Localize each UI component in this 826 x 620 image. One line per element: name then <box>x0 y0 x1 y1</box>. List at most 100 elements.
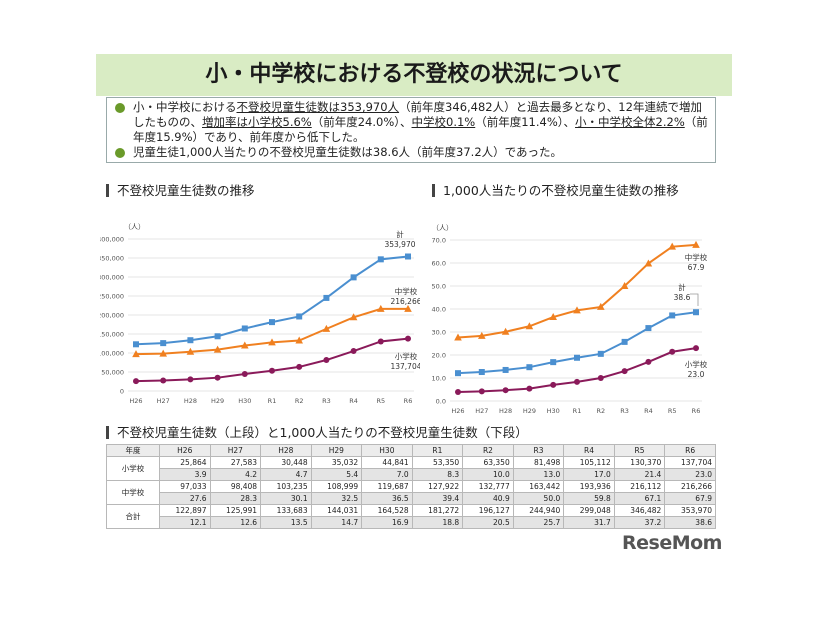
table-cell-count: 181,272 <box>411 504 464 517</box>
series-label-value: 67.9 <box>688 263 705 272</box>
table-cell-count: 108,999 <box>310 480 363 493</box>
data-point <box>132 350 140 358</box>
y-axis-unit: （人） <box>432 224 453 232</box>
data-point <box>502 387 509 394</box>
data-point <box>349 313 358 321</box>
section-heading-text: 1,000人当たりの不登校児童生徒数の推移 <box>443 183 679 198</box>
x-tick-label: H30 <box>547 407 560 415</box>
summary-fragment: （前年度11.4%）、 <box>475 115 576 129</box>
chart-rates: 0.0 10.0 20.0 30.0 40.0 50.0 60.0 70.0 （人） H26 H27… <box>432 224 708 415</box>
table-cell-rate: 21.4 <box>613 468 666 481</box>
table-cell-count: 130,370 <box>613 456 666 469</box>
series-label-name: 中学校 <box>395 286 418 296</box>
summary-fragment: （前年度346,482人）と過去最多となり、12年連続で増加したものの、 <box>133 100 702 129</box>
table-cell-rate: 38.6 <box>664 516 716 529</box>
table-header-cell: R1 <box>411 444 464 457</box>
data-point <box>550 381 557 388</box>
data-table: 年度 H26 H27 H28 H29 H30 R1 R2 R3 R4 R5 R6 小学校 25,864 27… <box>106 444 716 529</box>
table-cell-rate: 59.8 <box>563 492 615 505</box>
data-point <box>377 304 385 312</box>
table-header-cell: H30 <box>361 444 413 457</box>
table-header-cell: R3 <box>512 444 565 457</box>
data-point <box>296 363 303 370</box>
x-tick-label: H26 <box>451 407 464 415</box>
x-tick-label: R6 <box>404 397 413 405</box>
table-cell-rate: 4.7 <box>260 468 312 481</box>
table-cell-count: 353,970 <box>664 504 716 517</box>
x-tick-label: R3 <box>322 397 331 405</box>
x-tick-label: H29 <box>523 407 536 415</box>
data-point <box>159 349 167 357</box>
table-cell-rate: 27.6 <box>159 492 211 505</box>
table-cell-rate: 25.7 <box>512 516 565 529</box>
y-tick-label: 100,000 <box>100 350 124 358</box>
table-cell-count: 125,991 <box>209 504 262 517</box>
table-cell-rate: 67.9 <box>664 492 716 505</box>
y-tick-label: 200,000 <box>100 312 124 320</box>
section-heading-text: 不登校児童生徒数（上段）と1,000人当たりの不登校児童生徒数（下段） <box>117 425 528 440</box>
x-tick-label: R2 <box>596 407 605 415</box>
data-point <box>525 322 534 330</box>
data-point <box>187 376 194 383</box>
data-point <box>478 388 485 395</box>
x-tick-label: R4 <box>349 397 358 405</box>
series-label-name: 中学校 <box>685 252 708 262</box>
table-cell-count: 27,583 <box>209 456 262 469</box>
logo-text: ReseMom <box>622 532 722 554</box>
x-tick-label: R5 <box>376 397 385 405</box>
x-tick-label: R3 <box>620 407 629 415</box>
data-point <box>214 374 221 381</box>
summary-fragment: 小・中学校における <box>133 100 237 114</box>
bullet-icon <box>115 103 125 113</box>
data-point <box>597 302 605 310</box>
data-point <box>295 336 303 344</box>
y-tick-label: 250,000 <box>100 293 124 301</box>
table-cell-count: 132,777 <box>462 480 514 493</box>
summary-fragment: （前年度15.9%）であり、前年度から低下した。 <box>133 115 708 144</box>
data-point <box>405 335 411 342</box>
summary-fragment: 中学校0.1% <box>411 115 476 129</box>
table-cell-count: 163,442 <box>512 480 565 493</box>
table-cell-count: 25,864 <box>159 456 211 469</box>
bullet-icon <box>115 148 125 158</box>
x-tick-label: H30 <box>238 397 251 405</box>
table-cell-count: 216,266 <box>664 480 716 493</box>
x-tick-label: R5 <box>668 407 677 415</box>
data-point <box>133 378 139 385</box>
table-header-cell: R5 <box>613 444 666 457</box>
table-cell-count: 35,032 <box>310 456 363 469</box>
table-cell-rate: 32.5 <box>310 492 363 505</box>
series-line-total <box>135 255 409 346</box>
data-point <box>455 389 461 396</box>
table-header-cell: H28 <box>260 444 312 457</box>
section-heading-rates: 1,000人当たりの不登校児童生徒数の推移 <box>432 180 679 199</box>
y-tick-label: 0 <box>120 388 124 396</box>
table-row: 3.9 4.2 4.7 5.4 7.0 8.3 10.0 13.0 17.0 21.4 23.0 <box>107 468 716 481</box>
y-tick-label: 20.0 <box>432 352 446 360</box>
data-point <box>404 304 412 312</box>
x-tick-label: H27 <box>157 397 170 405</box>
table-row-label: 中学校 <box>106 480 160 505</box>
data-point <box>574 378 580 385</box>
data-point <box>213 345 222 353</box>
data-point <box>549 313 557 321</box>
data-point <box>526 364 533 371</box>
label-leader-line <box>690 293 699 306</box>
table-cell-count: 216,112 <box>613 480 666 493</box>
table-header-row: 年度 H26 H27 H28 H29 H30 R1 R2 R3 R4 R5 R6 <box>106 444 716 457</box>
heading-bar-icon <box>106 184 109 197</box>
table-header-cell: R6 <box>664 444 716 457</box>
data-point <box>550 359 557 366</box>
data-point <box>621 368 628 375</box>
summary-text-1: 小・中学校における不登校児童生徒数は353,970人（前年度346,482人）と… <box>133 100 708 144</box>
table-cell-rate: 50.0 <box>512 492 565 505</box>
table-cell-count: 193,936 <box>563 480 615 493</box>
y-tick-label: 30.0 <box>432 329 446 337</box>
y-tick-label: 50.0 <box>432 283 446 291</box>
table-header-cell: R4 <box>563 444 615 457</box>
table-cell-count: 244,940 <box>512 504 565 517</box>
table-row: 中学校 97,033 98,408 103,235 108,999 119,687 127,… <box>106 480 716 505</box>
data-point <box>501 327 510 335</box>
table-cell-count: 53,350 <box>411 456 464 469</box>
y-tick-label: 0.0 <box>436 398 446 406</box>
